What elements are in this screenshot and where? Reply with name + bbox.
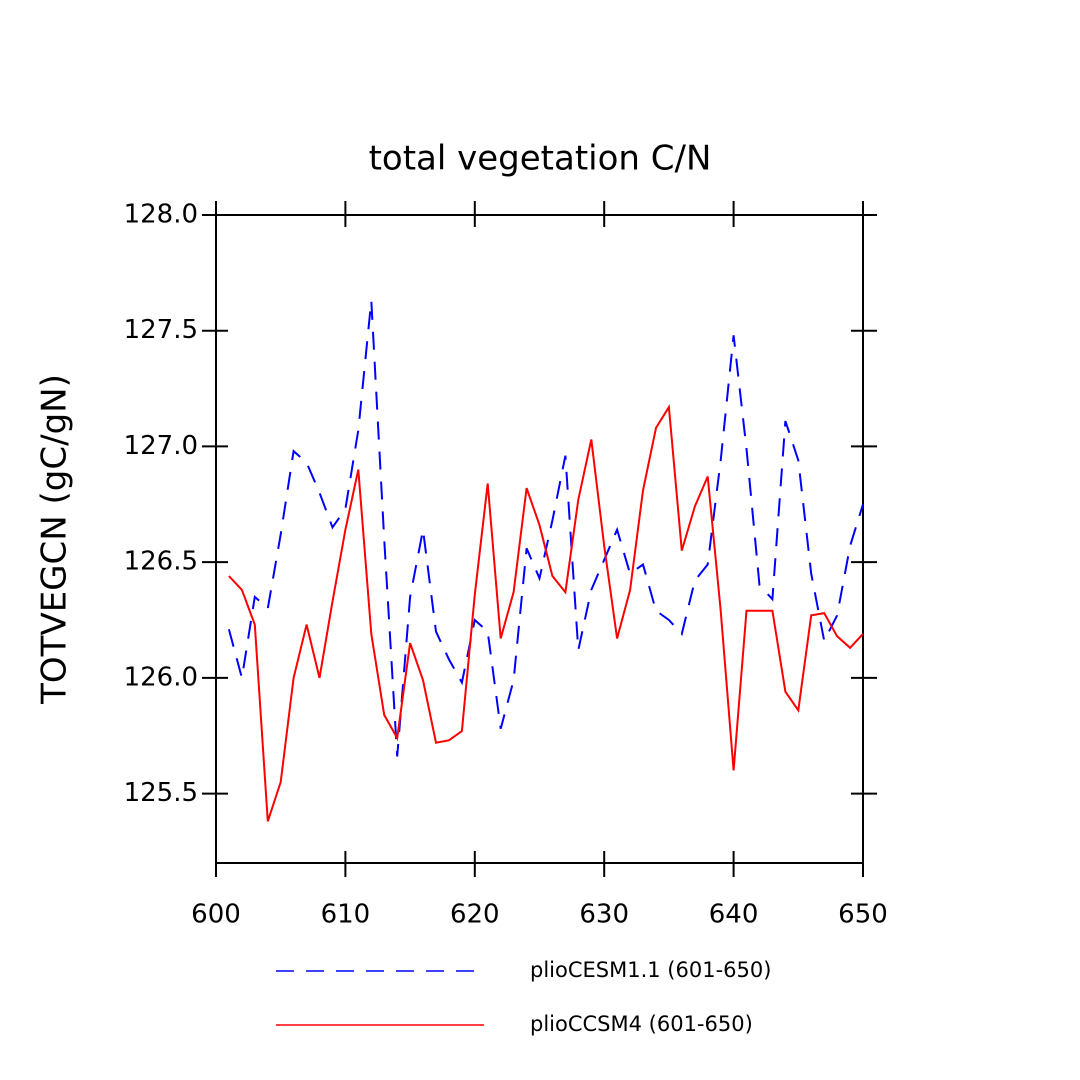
x-tick-label: 610 [321, 900, 371, 930]
y-tick-label: 127.0 [124, 431, 198, 461]
x-tick-label: 650 [838, 900, 888, 930]
x-tick-label: 640 [709, 900, 759, 930]
x-tick-label: 600 [191, 900, 241, 930]
y-tick-label: 127.5 [124, 315, 198, 345]
y-tick-label: 128.0 [124, 200, 198, 230]
y-tick-label: 126.0 [124, 662, 198, 692]
y-tick-label: 125.5 [124, 778, 198, 808]
series-line [228, 404, 864, 822]
y-axis-label: TOTVEGCN (gC/gN) [35, 374, 75, 705]
series-line [227, 300, 864, 757]
x-tick-label: 620 [450, 900, 500, 930]
x-tick-label: 630 [579, 900, 629, 930]
legend-label: plioCCSM4 (601-650) [530, 1012, 753, 1036]
plot-frame [215, 214, 864, 864]
y-tick-label: 126.5 [124, 547, 198, 577]
legend-label: plioCESM1.1 (601-650) [530, 958, 771, 982]
chart-title: total vegetation C/N [369, 139, 712, 179]
